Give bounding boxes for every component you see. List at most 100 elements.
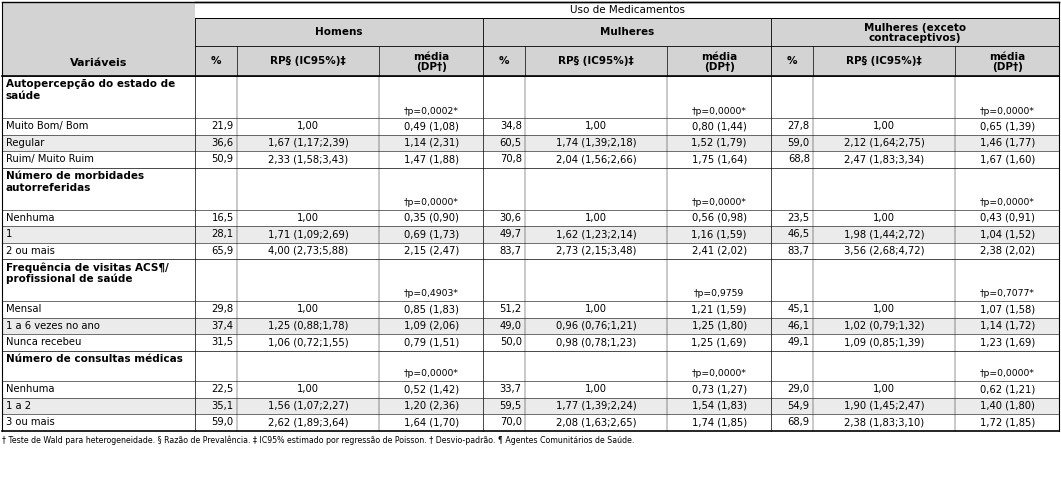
Bar: [195, 18, 483, 46]
Text: 33,7: 33,7: [500, 384, 522, 394]
Bar: [771, 46, 813, 76]
Text: 1,64 (1,70): 1,64 (1,70): [403, 417, 458, 427]
Bar: [237, 46, 380, 76]
Text: Número de consultas médicas: Número de consultas médicas: [6, 354, 182, 364]
Text: 34,8: 34,8: [500, 121, 522, 131]
Text: 51,2: 51,2: [500, 304, 522, 314]
Text: 1,09 (2,06): 1,09 (2,06): [403, 321, 458, 331]
Text: 1,20 (2,36): 1,20 (2,36): [403, 401, 458, 411]
Text: 2,47 (1,83;3,34): 2,47 (1,83;3,34): [843, 154, 924, 164]
Text: †p=0,0000*: †p=0,0000*: [404, 370, 458, 378]
Text: 1,00: 1,00: [873, 213, 895, 223]
Text: 1,75 (1,64): 1,75 (1,64): [692, 154, 747, 164]
Text: 1,52 (1,79): 1,52 (1,79): [692, 138, 747, 148]
Text: 1,25 (1,69): 1,25 (1,69): [692, 337, 747, 347]
Text: Homens: Homens: [315, 27, 363, 37]
Bar: [2, 350, 1059, 367]
Text: 1,00: 1,00: [297, 304, 319, 314]
Text: 1,00: 1,00: [873, 304, 895, 314]
Text: 2,38 (1,83;3,10): 2,38 (1,83;3,10): [843, 417, 924, 427]
Text: 2,73 (2,15;3,48): 2,73 (2,15;3,48): [556, 246, 637, 256]
Text: Regular: Regular: [6, 138, 45, 148]
Text: 1,56 (1,07;2,27): 1,56 (1,07;2,27): [267, 401, 348, 411]
Bar: [2, 226, 1059, 242]
Text: 46,1: 46,1: [787, 321, 810, 331]
Text: média: média: [413, 52, 449, 62]
Text: †p=0,0000*: †p=0,0000*: [979, 198, 1034, 207]
Text: %: %: [499, 56, 509, 66]
Text: 2,12 (1,64;2,75): 2,12 (1,64;2,75): [843, 138, 924, 148]
Text: 1,46 (1,77): 1,46 (1,77): [979, 138, 1034, 148]
Text: 65,9: 65,9: [211, 246, 233, 256]
Text: 2,08 (1,63;2,65): 2,08 (1,63;2,65): [556, 417, 637, 427]
Text: 3 ou mais: 3 ou mais: [6, 417, 55, 427]
Text: 1,07 (1,58): 1,07 (1,58): [979, 304, 1034, 314]
Text: profissional de saúde: profissional de saúde: [6, 274, 133, 284]
Text: saúde: saúde: [6, 91, 41, 101]
Text: %: %: [211, 56, 221, 66]
Text: RP§ (IC95%)‡: RP§ (IC95%)‡: [558, 56, 633, 66]
Text: 54,9: 54,9: [787, 401, 810, 411]
Text: 0,49 (1,08): 0,49 (1,08): [404, 121, 458, 131]
Text: 0,85 (1,83): 0,85 (1,83): [404, 304, 458, 314]
Bar: [955, 46, 1059, 76]
Text: †p=0,7077*: †p=0,7077*: [979, 290, 1034, 298]
Text: 36,6: 36,6: [211, 138, 233, 148]
Bar: [483, 46, 525, 76]
Text: 1,98 (1,44;2,72): 1,98 (1,44;2,72): [843, 229, 924, 239]
Text: 1,04 (1,52): 1,04 (1,52): [979, 229, 1034, 239]
Text: 59,0: 59,0: [787, 138, 810, 148]
Text: 1,74 (1,85): 1,74 (1,85): [692, 417, 747, 427]
Text: 2,41 (2,02): 2,41 (2,02): [692, 246, 747, 256]
Text: 16,5: 16,5: [211, 213, 233, 223]
Text: 3,56 (2,68;4,72): 3,56 (2,68;4,72): [843, 246, 924, 256]
Text: 1,23 (1,69): 1,23 (1,69): [979, 337, 1034, 347]
Text: 1,71 (1,09;2,69): 1,71 (1,09;2,69): [267, 229, 348, 239]
Text: 1,25 (0,88;1,78): 1,25 (0,88;1,78): [267, 321, 348, 331]
Text: 1 a 6 vezes no ano: 1 a 6 vezes no ano: [6, 321, 100, 331]
Bar: [2, 242, 1059, 259]
Bar: [483, 18, 771, 46]
Text: 1,09 (0,85;1,39): 1,09 (0,85;1,39): [843, 337, 924, 347]
Text: 28,1: 28,1: [211, 229, 233, 239]
Bar: [813, 46, 955, 76]
Text: 35,1: 35,1: [211, 401, 233, 411]
Text: autorreferidas: autorreferidas: [6, 182, 91, 192]
Text: média: média: [989, 52, 1025, 62]
Bar: [2, 381, 1059, 398]
Bar: [2, 334, 1059, 350]
Text: †p=0,0000*: †p=0,0000*: [979, 106, 1034, 116]
Text: contraceptivos): contraceptivos): [869, 33, 961, 43]
Bar: [667, 46, 771, 76]
Text: Mulheres: Mulheres: [599, 27, 655, 37]
Text: 2,62 (1,89;3,64): 2,62 (1,89;3,64): [267, 417, 348, 427]
Text: 1,62 (1,23;2,14): 1,62 (1,23;2,14): [556, 229, 637, 239]
Text: 50,0: 50,0: [500, 337, 522, 347]
Text: 2 ou mais: 2 ou mais: [6, 246, 55, 256]
Bar: [2, 76, 1059, 104]
Text: 1,02 (0,79;1,32): 1,02 (0,79;1,32): [843, 321, 924, 331]
Text: 0,62 (1,21): 0,62 (1,21): [979, 384, 1034, 394]
Text: Uso de Medicamentos: Uso de Medicamentos: [570, 5, 684, 15]
Bar: [2, 398, 1059, 414]
Text: 1,14 (2,31): 1,14 (2,31): [403, 138, 458, 148]
Text: † Teste de Wald para heterogeneidade. § Razão de Prevalência. ‡ IC95% estimado p: † Teste de Wald para heterogeneidade. § …: [2, 436, 634, 445]
Text: 1,00: 1,00: [585, 384, 607, 394]
Text: 1,77 (1,39;2,24): 1,77 (1,39;2,24): [556, 401, 637, 411]
Text: 0,43 (0,91): 0,43 (0,91): [979, 213, 1034, 223]
Text: 83,7: 83,7: [787, 246, 810, 256]
Text: %: %: [786, 56, 797, 66]
Text: 2,38 (2,02): 2,38 (2,02): [979, 246, 1034, 256]
Text: †p=0,0000*: †p=0,0000*: [692, 370, 747, 378]
Text: 23,5: 23,5: [787, 213, 810, 223]
Text: (DP†): (DP†): [992, 62, 1023, 72]
Text: Variáveis: Variáveis: [70, 58, 127, 68]
Text: 59,0: 59,0: [211, 417, 233, 427]
Text: 1,00: 1,00: [297, 121, 319, 131]
Text: 70,0: 70,0: [500, 417, 522, 427]
Bar: [2, 287, 1059, 301]
Text: 68,8: 68,8: [787, 154, 810, 164]
Text: 1,54 (1,83): 1,54 (1,83): [692, 401, 747, 411]
Text: Nunca recebeu: Nunca recebeu: [6, 337, 82, 347]
Bar: [525, 46, 667, 76]
